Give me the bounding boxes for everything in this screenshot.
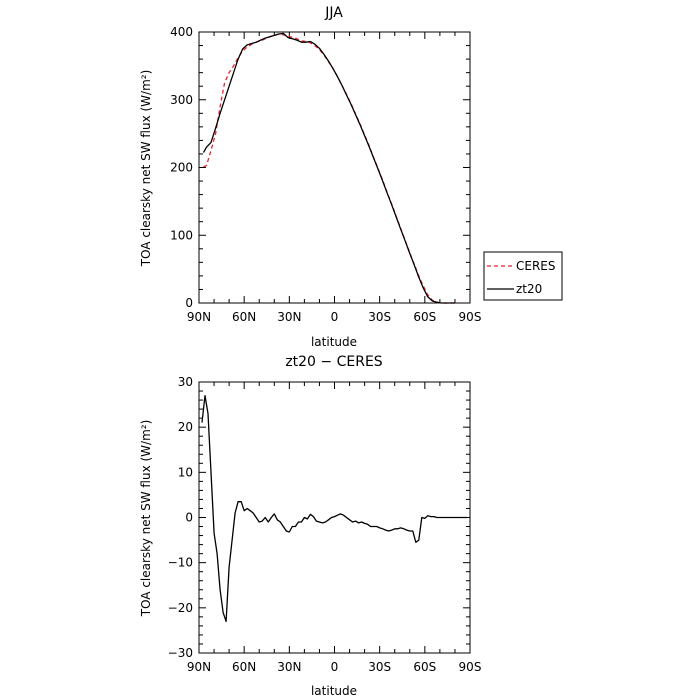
x-tick-label: 60N [232, 660, 256, 674]
x-tick-label: 30S [368, 310, 391, 324]
legend-label-ceres: CERES [516, 259, 556, 273]
y-axis-label: TOA clearsky net SW flux (W/m²) [139, 70, 153, 268]
x-axis-label: latitude [311, 684, 357, 698]
x-tick-label: 90N [187, 310, 211, 324]
x-tick-label: 30N [277, 310, 301, 324]
y-tick-label: 10 [178, 465, 193, 479]
x-tick-label: 30N [277, 660, 301, 674]
x-tick-label: 90S [459, 660, 482, 674]
y-tick-label: 0 [185, 511, 193, 525]
x-tick-label: 30S [368, 660, 391, 674]
y-tick-label: 30 [178, 375, 193, 389]
chart-title: JJA [324, 5, 343, 21]
x-tick-label: 60N [232, 310, 256, 324]
y-tick-label: 200 [170, 161, 193, 175]
legend-label-zt20: zt20 [516, 282, 542, 296]
y-tick-label: 20 [178, 420, 193, 434]
y-tick-label: 300 [170, 93, 193, 107]
y-tick-label: −20 [168, 601, 193, 615]
legend-box [483, 251, 563, 301]
x-tick-label: 90S [459, 310, 482, 324]
y-tick-label: −10 [168, 556, 193, 570]
chart-panel-jja: JJA latitude TOA clearsky net SW flux (W… [139, 5, 563, 349]
x-axis-label: latitude [311, 335, 357, 349]
y-axis-label: TOA clearsky net SW flux (W/m²) [139, 420, 153, 618]
series-line-difference [201, 394, 467, 623]
x-tick-label: 60S [413, 310, 436, 324]
plot-area: 90N 60N 30N 0 30S 60S 90S 0 100 200 300 400 [170, 25, 481, 324]
y-tick-label: 400 [170, 25, 193, 39]
y-tick-label: −30 [168, 646, 193, 660]
chart-panel-difference: zt20 − CERES latitude TOA clearsky net S… [139, 354, 481, 698]
x-tick-label: 0 [331, 660, 339, 674]
y-tick-label: 0 [185, 296, 193, 310]
x-tick-label: 60S [413, 660, 436, 674]
x-tick-label: 0 [331, 310, 339, 324]
y-tick-label: 100 [170, 228, 193, 242]
legend: CERES zt20 [483, 251, 563, 301]
series-line-zt20 [202, 32, 455, 304]
plot-area: 90N 60N 30N 0 30S 60S 90S −30 −20 −10 0 10 20 30 [168, 375, 482, 674]
x-tick-label: 90N [187, 660, 211, 674]
chart-title: zt20 − CERES [285, 354, 382, 370]
